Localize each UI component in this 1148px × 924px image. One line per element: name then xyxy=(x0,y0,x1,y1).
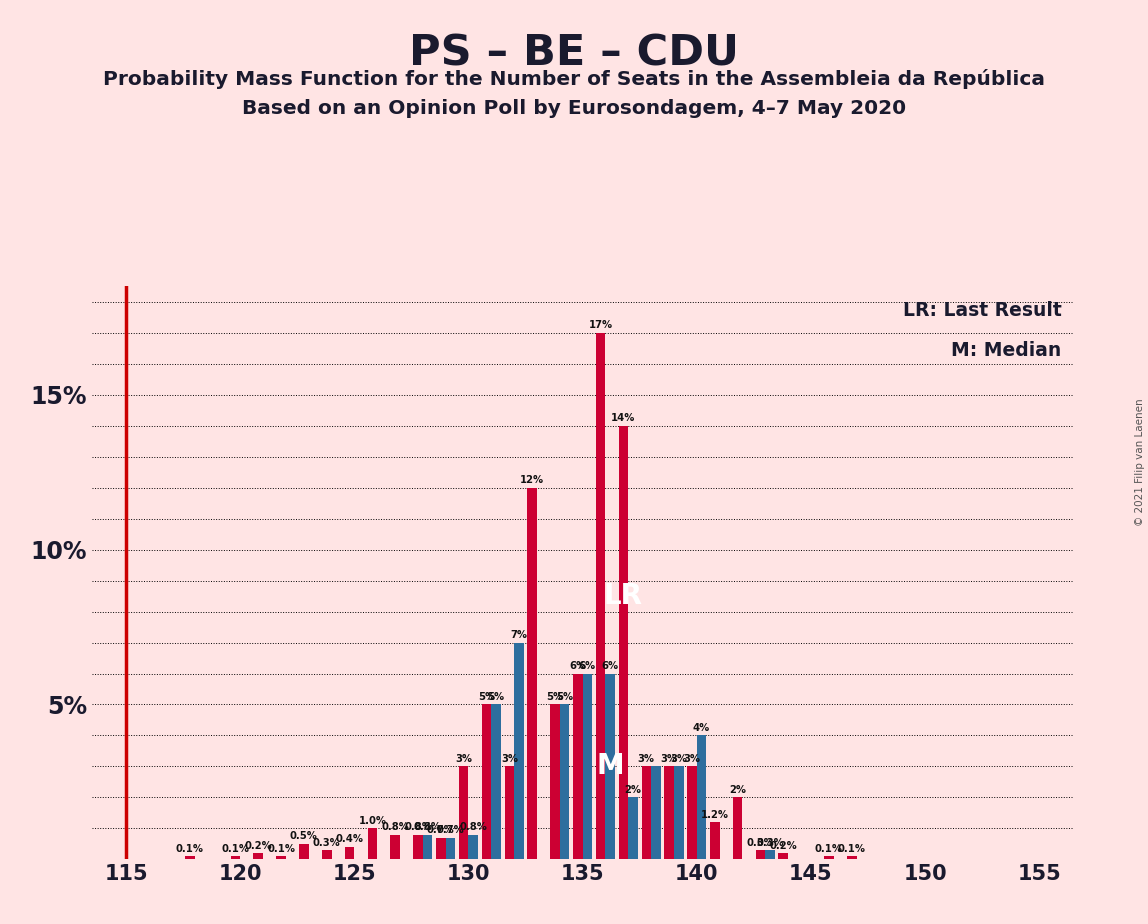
Text: 1.0%: 1.0% xyxy=(358,816,387,826)
Text: 14%: 14% xyxy=(611,413,636,423)
Bar xyxy=(605,674,615,859)
Text: 3%: 3% xyxy=(660,754,677,764)
Text: 0.8%: 0.8% xyxy=(381,822,409,833)
Bar xyxy=(367,828,378,859)
Bar xyxy=(732,797,743,859)
Text: © 2021 Filip van Laenen: © 2021 Filip van Laenen xyxy=(1134,398,1145,526)
Bar xyxy=(504,766,514,859)
Text: 0.3%: 0.3% xyxy=(746,837,774,847)
Bar xyxy=(642,766,651,859)
Text: 0.5%: 0.5% xyxy=(290,832,318,842)
Text: 0.8%: 0.8% xyxy=(413,822,442,833)
Bar xyxy=(413,834,422,859)
Bar xyxy=(185,857,194,859)
Bar xyxy=(468,834,478,859)
Text: 6%: 6% xyxy=(569,661,587,671)
Text: 3%: 3% xyxy=(683,754,700,764)
Bar xyxy=(344,847,355,859)
Text: 7%: 7% xyxy=(511,630,527,640)
Text: LR: Last Result: LR: Last Result xyxy=(902,301,1062,320)
Text: 2%: 2% xyxy=(729,784,746,795)
Bar xyxy=(778,853,788,859)
Text: 5%: 5% xyxy=(546,692,564,702)
Text: 3%: 3% xyxy=(670,754,688,764)
Bar xyxy=(697,736,706,859)
Text: Based on an Opinion Poll by Eurosondagem, 4–7 May 2020: Based on an Opinion Poll by Eurosondagem… xyxy=(242,99,906,118)
Text: 0.8%: 0.8% xyxy=(459,822,487,833)
Text: PS – BE – CDU: PS – BE – CDU xyxy=(409,32,739,74)
Text: 6%: 6% xyxy=(602,661,619,671)
Text: 5%: 5% xyxy=(556,692,573,702)
Bar xyxy=(459,766,468,859)
Bar xyxy=(665,766,674,859)
Bar xyxy=(254,853,263,859)
Bar xyxy=(619,426,628,859)
Text: 0.7%: 0.7% xyxy=(427,825,455,835)
Bar xyxy=(231,857,240,859)
Bar xyxy=(277,857,286,859)
Bar xyxy=(674,766,683,859)
Bar xyxy=(596,333,605,859)
Text: 3%: 3% xyxy=(501,754,518,764)
Text: 0.8%: 0.8% xyxy=(404,822,432,833)
Text: 0.4%: 0.4% xyxy=(335,834,364,845)
Text: M: M xyxy=(597,752,625,781)
Text: M: Median: M: Median xyxy=(952,341,1062,359)
Bar xyxy=(755,850,766,859)
Bar xyxy=(651,766,661,859)
Bar xyxy=(824,857,833,859)
Bar xyxy=(709,822,720,859)
Text: 0.1%: 0.1% xyxy=(222,844,249,854)
Bar xyxy=(847,857,856,859)
Text: 17%: 17% xyxy=(589,321,613,331)
Text: 6%: 6% xyxy=(579,661,596,671)
Text: 5%: 5% xyxy=(478,692,495,702)
Bar xyxy=(514,642,523,859)
Text: LR: LR xyxy=(604,582,643,610)
Bar xyxy=(445,838,456,859)
Bar xyxy=(628,797,638,859)
Bar xyxy=(390,834,400,859)
Text: 0.1%: 0.1% xyxy=(838,844,866,854)
Text: 0.3%: 0.3% xyxy=(313,837,341,847)
Text: 0.1%: 0.1% xyxy=(267,844,295,854)
Bar xyxy=(583,674,592,859)
Bar xyxy=(422,834,433,859)
Text: 2%: 2% xyxy=(625,784,642,795)
Bar xyxy=(491,704,501,859)
Bar xyxy=(321,850,332,859)
Text: 5%: 5% xyxy=(488,692,505,702)
Bar xyxy=(688,766,697,859)
Bar xyxy=(550,704,560,859)
Text: 3%: 3% xyxy=(638,754,654,764)
Text: Probability Mass Function for the Number of Seats in the Assembleia da República: Probability Mass Function for the Number… xyxy=(103,69,1045,90)
Text: 3%: 3% xyxy=(456,754,472,764)
Text: 0.2%: 0.2% xyxy=(769,841,797,851)
Bar xyxy=(560,704,569,859)
Bar xyxy=(573,674,582,859)
Text: 0.3%: 0.3% xyxy=(757,837,784,847)
Bar xyxy=(436,838,445,859)
Bar xyxy=(300,844,309,859)
Bar xyxy=(527,488,537,859)
Text: 1.2%: 1.2% xyxy=(700,809,729,820)
Text: 0.2%: 0.2% xyxy=(245,841,272,851)
Bar xyxy=(482,704,491,859)
Text: 0.1%: 0.1% xyxy=(176,844,203,854)
Text: 12%: 12% xyxy=(520,475,544,485)
Text: 0.7%: 0.7% xyxy=(436,825,464,835)
Text: 0.1%: 0.1% xyxy=(815,844,843,854)
Text: 4%: 4% xyxy=(693,723,711,733)
Bar xyxy=(766,850,775,859)
